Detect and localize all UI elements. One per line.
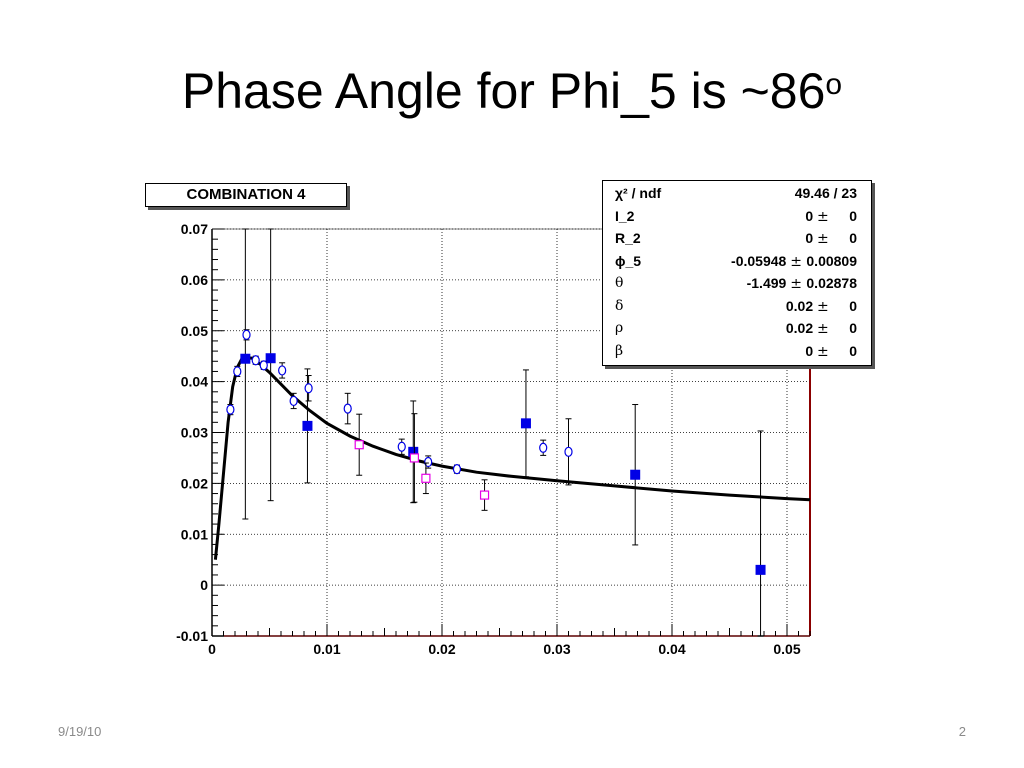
x-tick-label: 0.01 — [313, 641, 340, 657]
stats-error: 0 — [849, 230, 857, 246]
y-tick-label: 0.05 — [181, 323, 208, 339]
stats-row: I_2 0 ± 0 — [603, 208, 871, 231]
plus-minus-symbol: ± — [790, 276, 807, 292]
data-point-open-circle — [564, 446, 573, 457]
plus-minus-symbol: ± — [790, 253, 807, 270]
slide-title-superscript: o — [825, 68, 843, 101]
data-point-open-circle — [539, 442, 548, 453]
stats-param-value: 0 ± 0 — [805, 343, 857, 360]
data-point-open-circle — [251, 355, 260, 366]
slide-page-number: 2 — [958, 724, 966, 739]
stats-row: R_2 0 ± 0 — [603, 230, 871, 253]
plus-minus-symbol: ± — [817, 231, 834, 247]
stats-error: 0.00809 — [806, 252, 857, 269]
stats-row: ρ 0.02 ± 0 — [603, 320, 871, 343]
data-point-filled-square — [520, 418, 531, 429]
stats-param-name: ρ — [615, 320, 624, 336]
data-point-open-square — [354, 440, 364, 450]
x-tick-label: 0.03 — [543, 641, 570, 657]
slide-title-text: Phase Angle for Phi_5 is ~86 — [181, 63, 826, 119]
stats-param-value: -0.05948 ± 0.00809 — [731, 253, 857, 270]
data-point-filled-square — [265, 353, 276, 364]
data-point-open-circle — [242, 329, 251, 340]
slide-date: 9/19/10 — [58, 724, 102, 739]
data-point-open-square — [479, 490, 490, 500]
data-point-filled-square — [240, 353, 251, 364]
stats-row: ϕ_5 -0.05948 ± 0.00809 — [603, 253, 871, 276]
stats-param-value: 0.02 ± 0 — [786, 298, 857, 315]
y-tick-label: 0.01 — [181, 526, 208, 542]
stats-param-name: β — [615, 342, 624, 359]
stats-param-value: -1.499 ± 0.02878 — [747, 275, 857, 292]
stats-param-value: 49.46 / 23 — [794, 185, 857, 201]
fit-stats-box: χ² / ndf 49.46 / 23 I_2 0 ± 0 R_2 0 ± 0 ϕ_5 -0.… — [602, 180, 872, 366]
data-point-open-circle — [424, 456, 433, 468]
data-point-open-circle — [278, 365, 287, 376]
stats-param-name: R_2 — [615, 230, 641, 246]
stats-error: 0 — [849, 207, 857, 224]
stats-value: 0 — [805, 230, 818, 246]
slide-title: Phase Angle for Phi_5 is ~86o — [0, 62, 1024, 120]
data-point-open-circle — [452, 464, 462, 475]
data-point-open-circle — [233, 366, 242, 377]
fit-curve — [213, 356, 811, 560]
plus-minus-symbol: ± — [817, 298, 834, 315]
y-tick-label: 0 — [200, 577, 208, 593]
y-tick-label: 0.04 — [181, 374, 208, 390]
stats-row: δ 0.02 ± 0 — [603, 298, 871, 321]
x-tick-label: 0.05 — [773, 641, 800, 657]
y-tick-label: -0.01 — [176, 628, 208, 644]
y-tick-label: 0.03 — [181, 425, 208, 441]
data-point-filled-square — [630, 469, 641, 480]
x-tick-label: 0 — [208, 641, 216, 657]
stats-param-value: 0.02 ± 0 — [786, 320, 857, 337]
data-point-open-circle — [226, 404, 235, 415]
data-point-open-circle — [343, 403, 352, 414]
stats-value: 0 — [805, 207, 818, 224]
y-tick-label: 0.07 — [181, 221, 208, 237]
stats-value: 0 — [805, 342, 818, 359]
stats-param-value: 0 ± 0 — [805, 230, 857, 247]
y-tick-label: 0.06 — [181, 272, 208, 288]
stats-value: -0.05948 — [731, 252, 791, 269]
histogram-title: COMBINATION 4 — [145, 183, 347, 207]
stats-row: θ -1.499 ± 0.02878 — [603, 275, 871, 298]
data-point-open-circle — [289, 395, 298, 407]
stats-error: 0 — [849, 297, 857, 314]
stats-error: 0 — [849, 342, 857, 359]
stats-value: -1.499 — [746, 275, 791, 291]
stats-value: 0.02 — [785, 297, 818, 314]
x-tick-label: 0.02 — [428, 641, 455, 657]
data-point-open-square — [421, 473, 431, 483]
stats-param-value: 0 ± 0 — [805, 208, 857, 225]
plus-minus-symbol: ± — [817, 321, 834, 337]
stats-param-name: I_2 — [615, 207, 635, 224]
x-tick-label: 0.04 — [658, 641, 685, 657]
plus-minus-symbol: ± — [817, 208, 834, 225]
data-point-open-circle — [397, 441, 406, 452]
y-tick-label: 0.02 — [181, 475, 208, 491]
stats-row: β 0 ± 0 — [603, 343, 871, 366]
stats-param-name: θ — [615, 275, 624, 291]
stats-value: 0.02 — [785, 320, 818, 336]
stats-error: 0.02878 — [806, 275, 857, 291]
stats-error: 0 — [849, 320, 857, 336]
stats-row: χ² / ndf 49.46 / 23 — [603, 185, 871, 208]
stats-param-name: δ — [615, 297, 624, 314]
data-point-filled-square — [302, 420, 313, 431]
stats-param-name: ϕ_5 — [615, 252, 642, 269]
data-point-filled-square — [755, 564, 766, 575]
data-point-open-square — [409, 453, 419, 463]
plus-minus-symbol: ± — [817, 343, 834, 360]
stats-param-name: χ² / ndf — [615, 185, 662, 201]
data-point-open-circle — [259, 360, 268, 371]
data-point-open-circle — [304, 383, 313, 394]
